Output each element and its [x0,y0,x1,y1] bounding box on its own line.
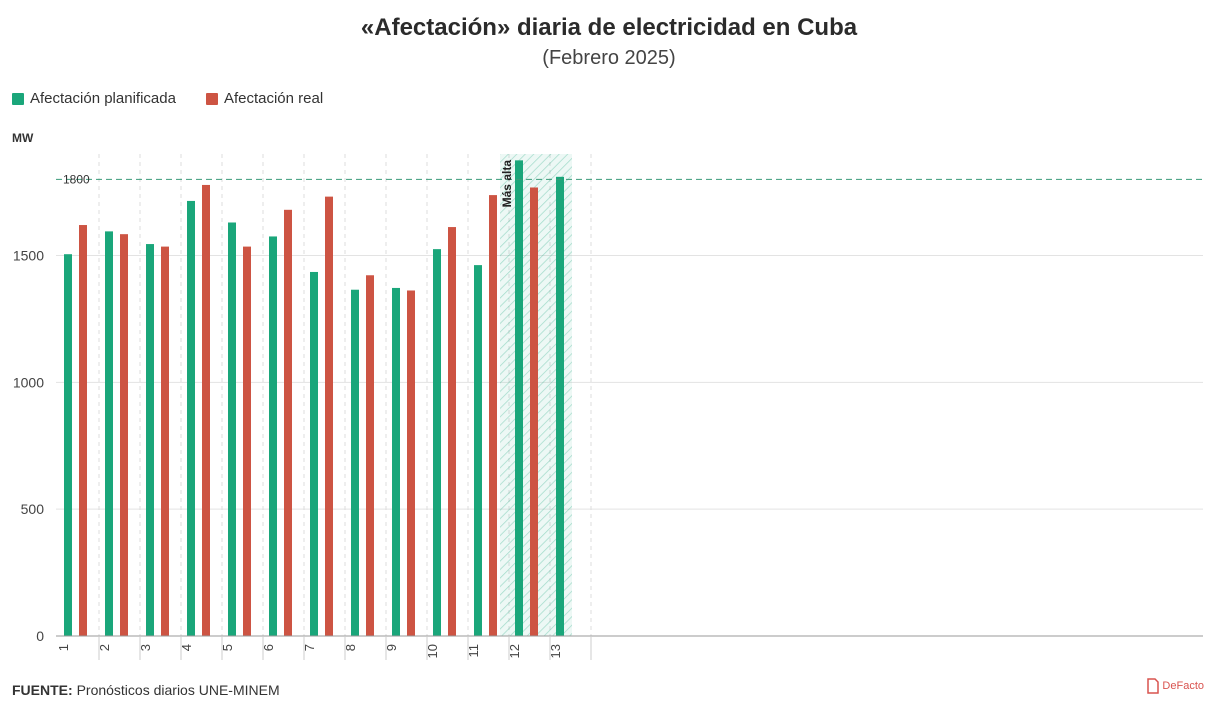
legend-label-real: Afectación real [223,90,324,107]
bar-real-6 [284,209,292,636]
x-tick-label: 1 [56,644,71,651]
highlight-label: Más alta [500,160,514,208]
y-tick-label: 1500 [13,247,44,263]
source-text: Pronósticos diarios UNE-MINEM [76,682,280,698]
y-axis-unit-label: MW [12,131,34,145]
bar-planned-12 [515,160,523,636]
legend-swatch-real [205,92,218,105]
x-tick-label: 5 [220,644,235,651]
x-tick-label: 3 [138,644,153,651]
x-tick-label: 7 [302,644,317,651]
x-tick-label: 4 [179,644,194,651]
bar-real-10 [448,227,456,637]
bar-real-8 [366,275,374,636]
source-note: FUENTE: Pronósticos diarios UNE-MINEM [12,682,280,698]
legend-item-planned: Afectación planificada [12,90,176,107]
x-tick-label: 12 [507,644,522,658]
bar-planned-10 [433,249,441,636]
bar-planned-3 [146,244,154,636]
bar-planned-2 [105,231,113,636]
legend: Afectación planificada Afectación real [12,90,323,107]
bar-planned-6 [269,236,277,636]
x-tick-label: 6 [261,644,276,651]
bar-real-3 [161,246,169,637]
bar-planned-7 [310,271,318,636]
bar-real-1 [79,225,87,636]
source-label: FUENTE: [12,682,73,698]
bar-planned-13 [556,176,564,636]
bar-real-12 [530,187,538,636]
x-tick-label: 8 [343,644,358,651]
bar-planned-9 [392,287,400,636]
bar-real-5 [243,246,251,637]
y-tick-label: 1000 [13,374,44,390]
x-tick-label: 2 [97,644,112,651]
legend-item-real: Afectación real [205,90,324,107]
x-tick-label: 9 [384,644,399,651]
y-tick-label: 500 [21,501,45,517]
defacto-logo: DeFacto [1146,678,1204,694]
bar-real-7 [325,196,333,636]
chart-subtitle: (Febrero 2025) [542,47,676,69]
bar-real-2 [120,234,128,636]
bar-planned-4 [187,200,195,636]
defacto-logo-icon [1147,678,1160,694]
bar-real-9 [407,290,415,636]
x-tick-label: 10 [425,644,440,658]
reference-line-label: 1800 [63,172,90,186]
bar-planned-11 [474,265,482,636]
legend-label-planned: Afectación planificada [30,90,176,107]
chart-title: «Afectación» diaria de electricidad en C… [360,14,858,41]
x-tick-label: 13 [548,644,563,658]
x-tick-label: 11 [466,644,481,658]
logo-text: DeFacto [1162,680,1204,692]
bar-real-11 [489,195,497,636]
bar-planned-8 [351,289,359,636]
bar-planned-5 [228,222,236,636]
y-tick-label: 0 [36,628,44,644]
bar-planned-1 [64,254,72,636]
bar-real-4 [202,184,210,637]
legend-swatch-planned [12,92,24,105]
